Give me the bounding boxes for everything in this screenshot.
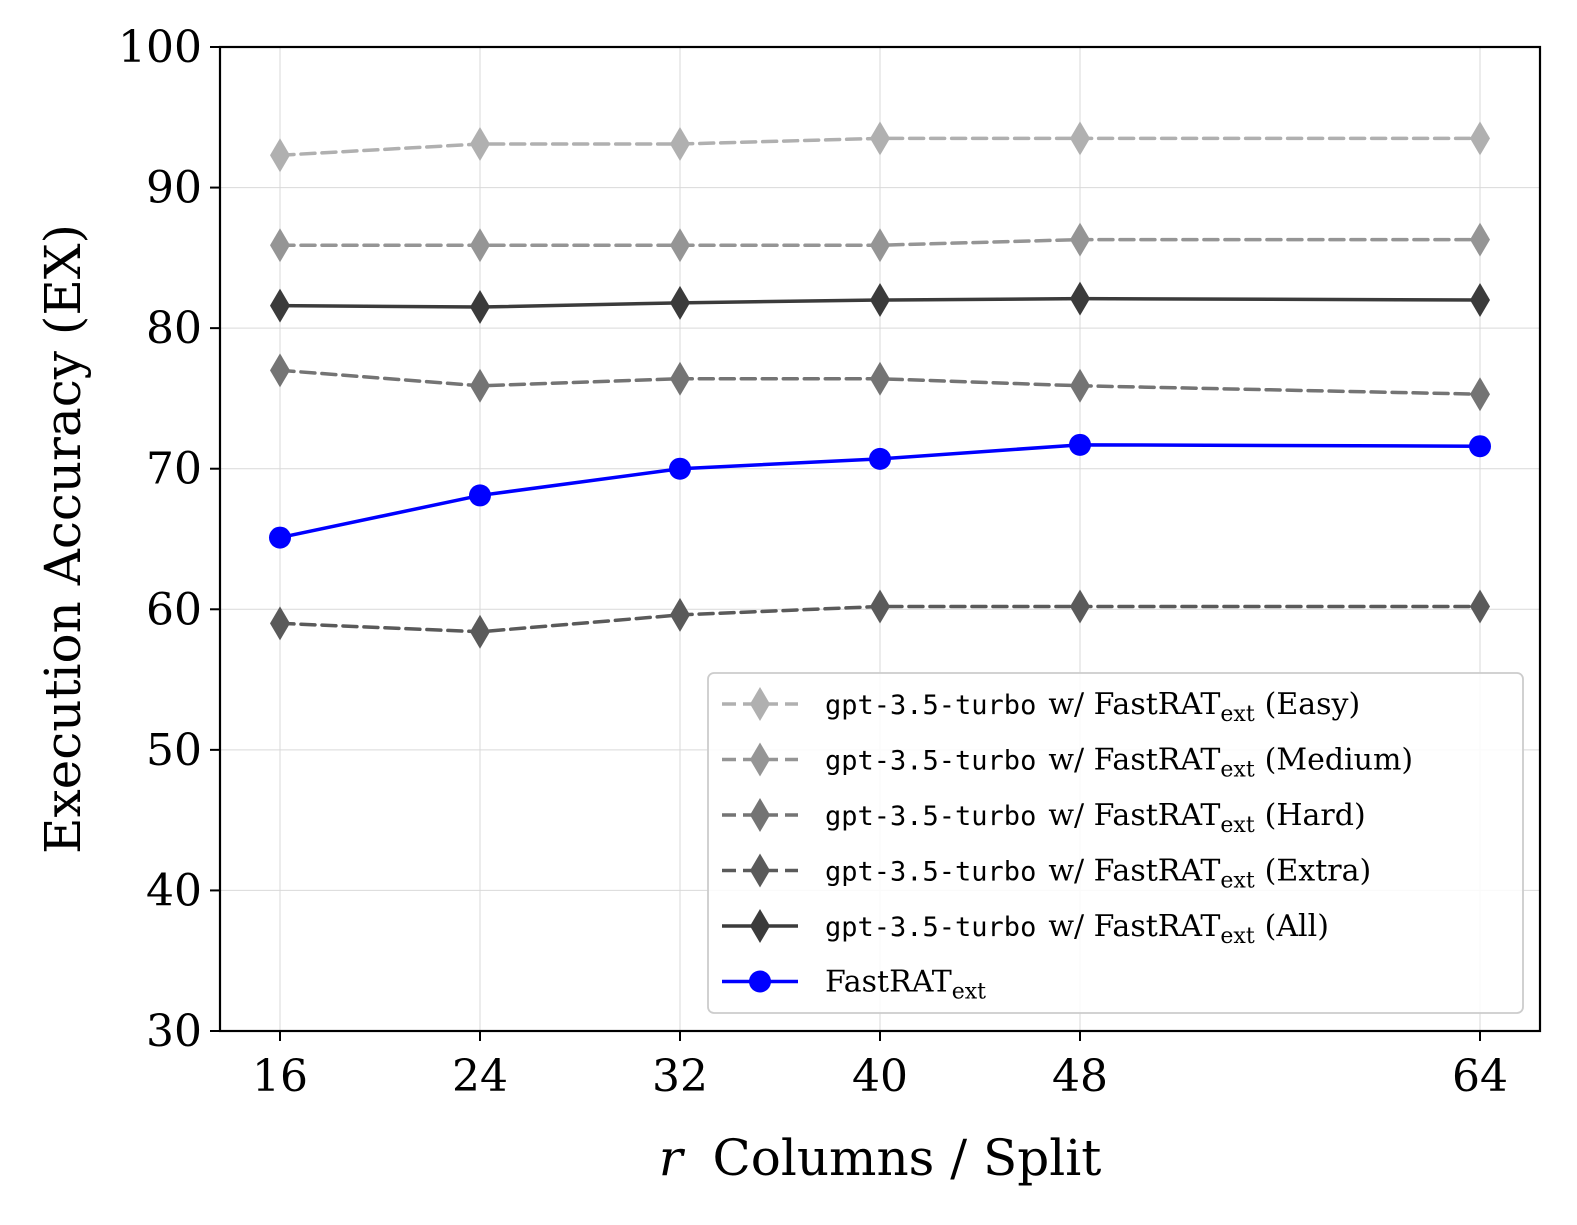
data-point: [670, 127, 690, 161]
legend-method-text: w/ FastRAT: [1048, 854, 1220, 889]
legend-suffix-text: (Hard): [1265, 798, 1366, 833]
data-point: [1070, 589, 1090, 623]
data-point: [1470, 121, 1490, 155]
x-tick-label: 16: [252, 1051, 308, 1102]
data-point: [669, 458, 691, 480]
data-point: [1470, 223, 1490, 257]
data-point: [270, 289, 290, 323]
legend-subscript: ext: [1220, 869, 1254, 894]
data-point: [870, 589, 890, 623]
data-point: [1070, 223, 1090, 257]
data-point: [870, 283, 890, 317]
data-point: [1070, 369, 1090, 403]
data-point: [270, 606, 290, 640]
y-tick-label: 50: [146, 725, 202, 776]
legend-suffix-text: (Extra): [1265, 854, 1372, 889]
legend-box: [708, 673, 1523, 1013]
legend-code-text: gpt-3.5-turbo: [825, 857, 1036, 888]
legend-method-text: FastRAT: [825, 965, 952, 1000]
x-tick-label: 24: [452, 1051, 508, 1102]
legend-code-text: gpt-3.5-turbo: [825, 690, 1036, 721]
data-point: [870, 228, 890, 262]
y-tick-label: 80: [146, 303, 202, 354]
y-tick-label: 60: [146, 584, 202, 635]
y-axis-title: Execution Accuracy (EX): [34, 224, 92, 854]
series-1: [270, 223, 1490, 263]
data-point: [870, 121, 890, 155]
data-point: [870, 362, 890, 396]
x-tick-label: 48: [1052, 1051, 1108, 1102]
data-point: [1470, 283, 1490, 317]
data-point: [470, 228, 490, 262]
y-tick-label: 90: [146, 163, 202, 214]
data-point: [1069, 434, 1091, 456]
data-point: [270, 228, 290, 262]
legend-subscript: ext: [1220, 758, 1254, 783]
legend-code-text: gpt-3.5-turbo: [825, 912, 1036, 943]
legend-code-text: gpt-3.5-turbo: [825, 801, 1036, 832]
data-point: [269, 527, 291, 549]
legend-method-text: w/ FastRAT: [1048, 909, 1220, 944]
data-point: [469, 484, 491, 506]
data-point: [1070, 121, 1090, 155]
legend-suffix-text: (Easy): [1265, 687, 1361, 722]
legend-method-text: w/ FastRAT: [1048, 687, 1220, 722]
legend-subscript: ext: [1220, 813, 1254, 838]
x-axis-variable: r: [659, 1129, 686, 1187]
x-tick-label: 32: [652, 1051, 708, 1102]
legend-suffix-text: (Medium): [1265, 743, 1413, 778]
y-tick-label: 40: [146, 865, 202, 916]
legend-subscript: ext: [952, 980, 986, 1005]
data-point: [670, 598, 690, 632]
data-point: [1470, 589, 1490, 623]
data-point: [1469, 435, 1491, 457]
data-point: [1470, 377, 1490, 411]
legend: gpt-3.5-turbo w/ FastRAText (Easy)gpt-3.5-…: [708, 673, 1523, 1013]
legend-subscript: ext: [1220, 702, 1254, 727]
y-tick-label: 30: [146, 1006, 202, 1057]
legend-method-text: w/ FastRAT: [1048, 798, 1220, 833]
data-point: [470, 127, 490, 161]
x-tick-label: 64: [1452, 1051, 1508, 1102]
legend-suffix-text: (All): [1265, 909, 1329, 944]
data-point: [1070, 282, 1090, 316]
data-point: [270, 138, 290, 172]
data-point: [869, 448, 891, 470]
x-axis-label: Columns / Split: [713, 1129, 1102, 1187]
y-tick-label: 70: [146, 444, 202, 495]
x-tick-label: 40: [852, 1051, 908, 1102]
legend-code-text: gpt-3.5-turbo: [825, 746, 1036, 777]
data-point: [470, 290, 490, 324]
data-point: [470, 615, 490, 649]
legend-method-text: w/ FastRAT: [1048, 743, 1220, 778]
data-point: [670, 228, 690, 262]
legend-subscript: ext: [1220, 924, 1254, 949]
data-point: [670, 286, 690, 320]
data-point: [270, 353, 290, 387]
legend-swatch-marker: [749, 971, 771, 993]
x-axis-title: r Columns / Split: [659, 1129, 1102, 1187]
data-point: [470, 369, 490, 403]
data-point: [670, 362, 690, 396]
y-tick-label: 100: [118, 22, 202, 73]
